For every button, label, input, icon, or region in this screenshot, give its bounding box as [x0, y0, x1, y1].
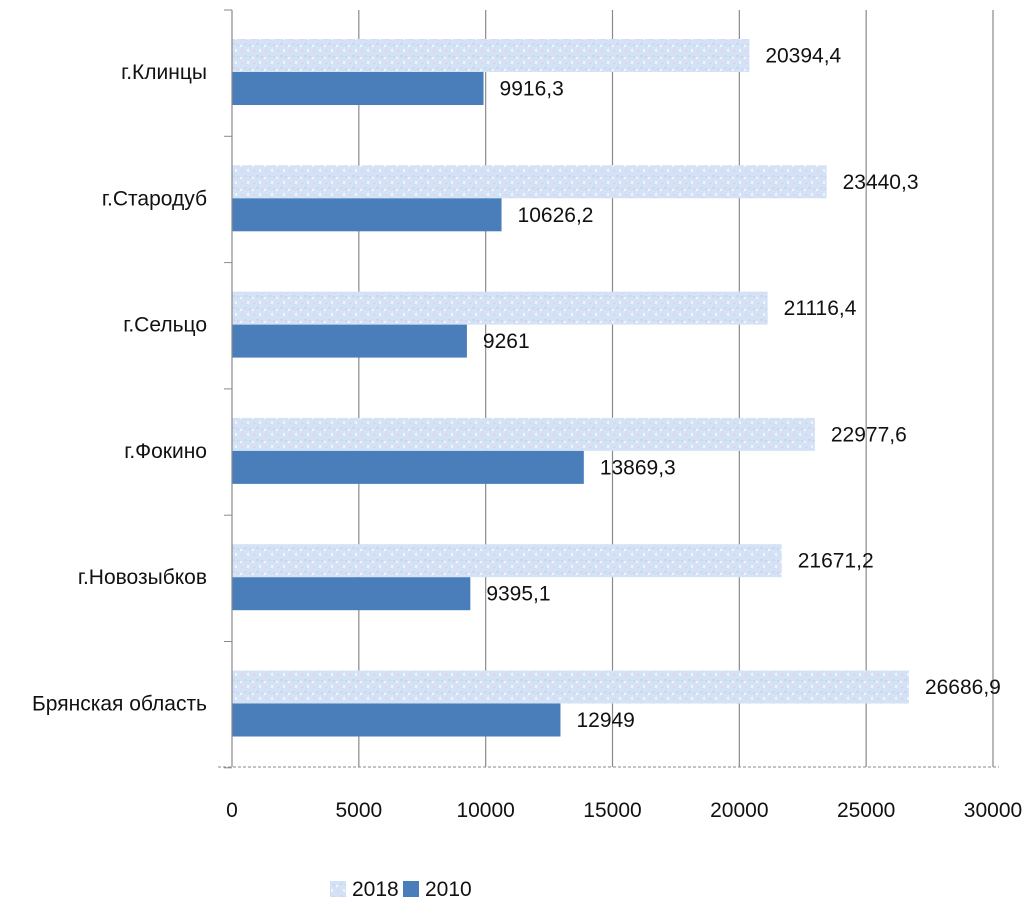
bar-2010	[232, 72, 484, 105]
category-label: г.Стародуб	[102, 187, 207, 210]
bar-2010	[232, 198, 502, 232]
legend: 2018 2010	[330, 878, 472, 901]
data-label: 12949	[576, 709, 634, 732]
x-tick-label: 30000	[964, 799, 1022, 822]
category-label: г.Фокино	[124, 440, 207, 463]
x-tick-label: 15000	[583, 799, 641, 822]
data-label: 9916,3	[500, 78, 564, 101]
category-label: г.Сельцо	[123, 314, 207, 337]
bar-2018	[232, 670, 909, 704]
x-tick-label: 25000	[837, 799, 895, 822]
bar-2018	[232, 291, 768, 325]
x-tick-label: 5000	[335, 799, 382, 822]
category-label: Брянская область	[32, 693, 207, 716]
bar-2010	[232, 450, 584, 484]
x-tick-label: 10000	[456, 799, 514, 822]
grid-lines	[358, 10, 994, 767]
data-label: 23440,3	[843, 171, 919, 194]
x-tick-label: 20000	[710, 799, 768, 822]
legend-label: 2010	[425, 878, 472, 901]
data-label: 21116,4	[784, 297, 857, 320]
bar-2018	[232, 165, 827, 199]
bar-2010	[232, 577, 471, 611]
legend-swatch	[330, 881, 346, 897]
bar-2018	[232, 39, 750, 72]
legend-swatch	[403, 881, 419, 897]
bar-2010	[232, 324, 467, 358]
category-label: г.Новозыбков	[78, 566, 207, 589]
data-label: 21671,2	[798, 550, 874, 573]
bar-2018	[232, 544, 782, 578]
axes: 0 5000 10000 15000 20000 25000 30000 г.Клинцы г.…	[32, 9, 1022, 822]
data-label: 26686,9	[925, 676, 1001, 699]
data-label: 20394,4	[765, 45, 841, 68]
data-label: 9261	[483, 330, 530, 353]
data-labels: 20394,4 23440,3 21116,4 22977,6 21671,2 26686…	[483, 45, 1001, 733]
category-label: г.Клинцы	[121, 61, 207, 84]
bar-2018	[232, 417, 815, 451]
x-tick-label: 0	[226, 799, 238, 822]
legend-label: 2018	[352, 878, 399, 901]
bar-2010	[232, 703, 561, 737]
data-label: 10626,2	[518, 204, 594, 227]
data-label: 13869,3	[600, 456, 676, 479]
bars	[232, 39, 909, 737]
data-label: 9395,1	[486, 583, 550, 606]
data-label: 22977,6	[831, 423, 907, 446]
